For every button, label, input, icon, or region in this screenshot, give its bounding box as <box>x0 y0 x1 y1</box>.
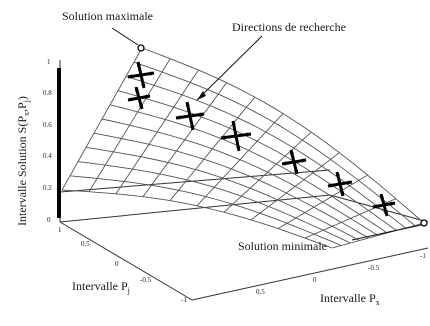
pj-tick: -1 <box>181 296 187 304</box>
dir-leader-line <box>196 35 263 101</box>
px-ticks: 0.5 0 -0.5 -1 <box>256 252 426 296</box>
min-solution-marker <box>420 219 428 227</box>
mesh-line <box>85 146 360 241</box>
px-axis-title: Intervalle Px <box>320 291 380 307</box>
direction-arrowhead <box>136 62 141 67</box>
direction-arrowhead <box>231 121 236 126</box>
z-axis-title-end: ) <box>15 96 29 100</box>
pj-tick: 0.5 <box>81 240 90 248</box>
direction-arrowhead <box>176 115 181 120</box>
direction-arrowhead <box>246 132 251 137</box>
direction-arrowhead <box>390 201 395 206</box>
z-tick: 0.8 <box>43 89 52 97</box>
mesh-line <box>77 161 351 244</box>
mesh-line <box>277 174 368 229</box>
search-directions-label: Directions de recherche <box>232 20 346 34</box>
z-tick: 1 <box>47 58 51 66</box>
direction-arrowhead <box>373 204 378 209</box>
direction-arrowhead <box>134 87 140 92</box>
pj-tick: 1 <box>58 226 62 234</box>
direction-arrowhead <box>141 83 146 88</box>
mesh-line <box>223 131 312 213</box>
search-directions-group <box>127 61 396 217</box>
direction-arrowhead <box>383 211 389 216</box>
min-leader-line <box>351 224 422 241</box>
pj-tick: -0.5 <box>140 276 152 284</box>
pj-axis-title: Intervalle Pj <box>72 279 130 295</box>
solution-max-label: Solution maximale <box>62 9 153 23</box>
z-tick: 0.4 <box>43 152 52 160</box>
box-frame <box>59 60 429 301</box>
direction-arrowhead <box>199 112 204 117</box>
pj-ticks: 1 0.5 0 -0.5 -1 <box>58 226 187 304</box>
mesh-line <box>93 132 370 239</box>
px-tick: 0 <box>313 276 317 284</box>
direction-arrowhead <box>190 125 195 130</box>
mesh-line <box>61 189 333 249</box>
mesh-line <box>101 118 379 236</box>
direction-arrowhead <box>138 104 144 109</box>
mesh-line <box>69 175 342 246</box>
direction-arrowhead <box>236 146 241 151</box>
px-tick: 0.5 <box>256 288 265 296</box>
direction-arrowhead <box>289 150 295 155</box>
z-tick: 0.6 <box>43 121 52 129</box>
surface-mesh <box>61 47 425 249</box>
mesh-line <box>250 152 340 221</box>
z-axis-title: Intervalle Solution S(Px,Pj) <box>15 96 31 226</box>
direction-arrowhead <box>282 161 287 166</box>
px-tick: -1 <box>420 252 426 260</box>
pj-tick: 0 <box>115 260 119 268</box>
max-solution-marker <box>137 44 145 52</box>
z-tick: 0 <box>47 216 51 224</box>
solution-min-label: Solution minimale <box>238 239 327 253</box>
direction-arrowhead <box>149 71 154 76</box>
direction-arrowhead <box>328 183 333 188</box>
z-axis-bar <box>57 68 61 218</box>
direction-arrowhead <box>185 102 190 107</box>
mesh-line <box>109 104 388 234</box>
z-axis-title-sub2: j <box>22 100 31 103</box>
z-axis-title-main: Intervalle Solution S(P <box>15 116 29 226</box>
direction-arrowhead <box>347 180 352 185</box>
direction-arrowhead <box>221 135 226 140</box>
px-axis-title-sub: x <box>376 298 380 307</box>
direction-arrowhead <box>128 74 133 79</box>
direction-arrowhead <box>335 172 341 177</box>
direction-arrowhead <box>301 158 306 163</box>
px-tick: -0.5 <box>368 264 380 272</box>
px-axis-title-main: Intervalle P <box>320 291 376 305</box>
direction-arrowhead <box>145 94 150 99</box>
z-axis-title-mid: ,P <box>15 102 29 112</box>
z-ticks: 1 0.8 0.6 0.4 0.2 0 <box>43 58 52 224</box>
z-axis-title-sub: x <box>22 112 31 116</box>
z-tick: 0.2 <box>43 184 52 192</box>
dir-leader-arrowhead <box>197 91 206 100</box>
direction-arrowhead <box>379 194 385 199</box>
pj-axis-title-main: Intervalle P <box>72 279 128 293</box>
pj-axis-title-sub: j <box>127 286 130 295</box>
direction-arrowhead <box>293 169 299 174</box>
direction-arrowhead <box>128 97 133 102</box>
max-leader-line <box>111 27 139 46</box>
direction-arrowhead <box>339 191 345 196</box>
